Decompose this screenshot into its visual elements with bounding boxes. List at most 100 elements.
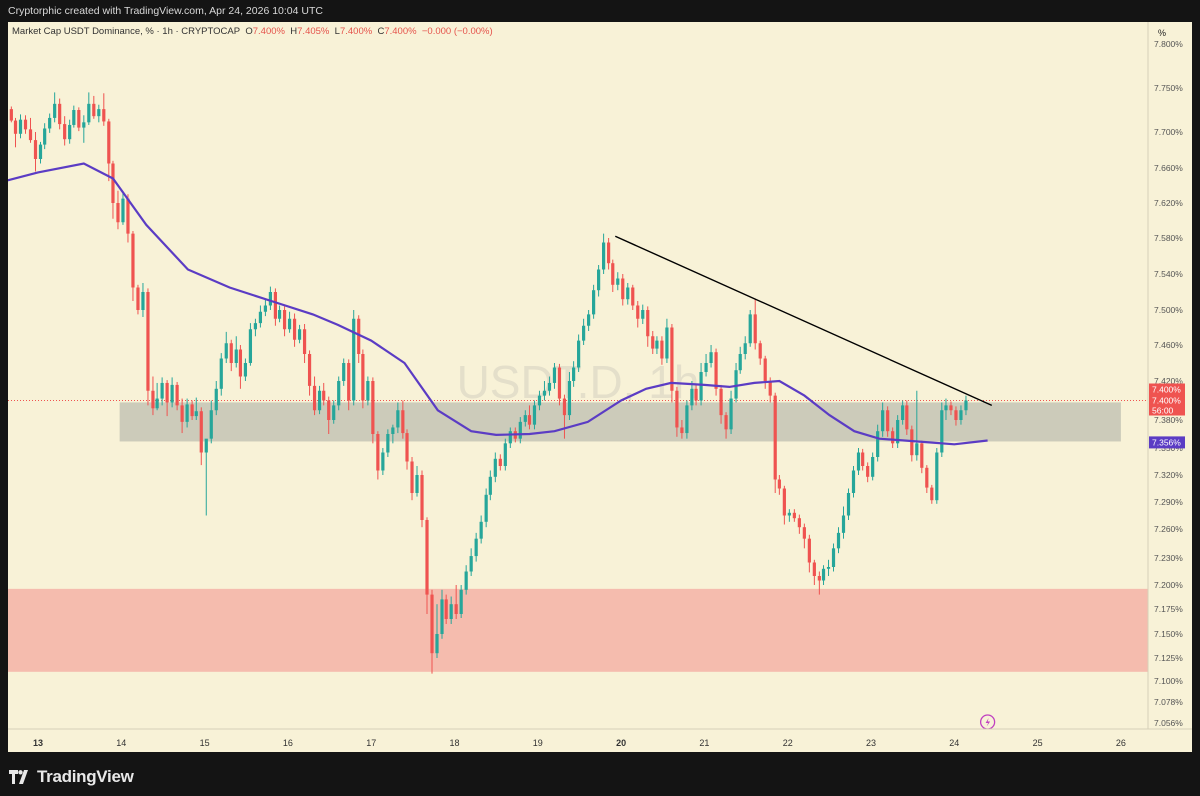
candle-body [748,314,752,344]
candle-body [738,354,742,371]
candle [777,475,781,495]
candle-body [641,310,645,319]
candle [151,376,155,416]
candle-body [503,443,507,466]
candle [488,470,492,501]
candle [87,92,91,125]
candle [940,402,944,457]
candle [454,585,458,619]
candle-body [248,329,253,363]
x-tick-label: 21 [699,738,709,748]
candle [459,585,463,618]
candle [209,400,213,444]
candle-body [469,556,473,572]
candle-body [655,340,659,349]
candle-body [238,349,243,377]
candle-body [386,434,390,453]
candle-body [871,457,875,477]
candle-body [896,420,900,444]
candle-body [464,571,468,590]
candle-body [449,604,453,619]
candle-body [444,599,448,619]
candle-body [709,352,713,363]
candle [287,311,292,333]
candle [111,160,115,219]
candle [449,596,453,624]
candle [724,412,728,439]
tradingview-logo[interactable]: TradingView [9,767,134,787]
candle [204,438,208,516]
candle-body [704,363,708,372]
candle-body [631,287,635,306]
candle [131,231,135,301]
x-tick-label: 25 [1033,738,1043,748]
candle-body [651,336,655,349]
tradingview-mark-icon [9,770,28,784]
symbol-name[interactable]: Market Cap USDT Dominance, % · 1h · CRYP… [12,26,241,37]
candle [58,98,62,130]
candle-body [396,410,400,428]
candle-body [268,292,273,306]
candle-body [821,568,826,581]
candle [920,440,924,474]
candle-body [107,121,111,164]
candle-body [410,461,414,493]
candle-body [277,310,282,319]
candle [694,384,698,406]
y-tick-label: 7.750% [1154,83,1183,93]
candle [352,310,356,406]
candle [680,420,684,439]
candle-body [263,305,268,312]
candle [23,115,28,134]
candle [557,363,562,406]
candle-body [332,405,336,420]
candle [626,283,630,305]
candle [322,382,326,406]
price-tag-box [1149,404,1185,416]
candle [248,323,253,366]
y-tick-label: 7.056% [1154,718,1183,728]
candle-body [552,367,557,383]
high-value: 7.405% [297,26,330,37]
candle [670,324,674,403]
candle [552,363,557,389]
x-tick-label: 19 [533,738,543,748]
candle-body [607,242,611,264]
candle-body [342,363,346,381]
y-tick-label: 7.540% [1154,269,1183,279]
candle [479,515,483,544]
candle-body [626,287,630,300]
candle [38,141,43,164]
ma-price-tag-box [1149,436,1185,449]
candle [258,305,263,328]
candle [430,589,434,674]
candle [905,400,909,435]
candle-body [405,433,409,462]
candle [268,286,273,310]
candle [107,118,111,182]
candle [532,400,537,430]
candle [861,448,865,471]
chart-frame[interactable]: USDT.D, 1h% 7.800% 7.750% 7.700% 7.660% 7.620… [8,22,1192,752]
candle-body [425,520,429,595]
candle-body [935,452,939,501]
candle-body [361,354,365,401]
candle-body [155,398,159,409]
candle [97,104,101,123]
candle-body [391,427,395,434]
candle-body [126,198,130,234]
candle-body [327,400,331,420]
price-chart[interactable]: USDT.D, 1h%7.800%7.750%7.700%7.660%7.620… [8,22,1192,752]
candle [371,377,375,444]
candle [631,284,635,310]
candle-body [866,466,870,477]
candle [194,397,198,420]
candle [199,407,203,466]
price-tag: 56:00 [1149,404,1185,416]
candle-body [474,538,478,557]
candle-body [131,233,135,288]
candle-body [826,567,831,569]
y-tick-label: 7.078% [1154,697,1183,707]
candle-body [518,421,522,439]
candle [347,359,351,411]
